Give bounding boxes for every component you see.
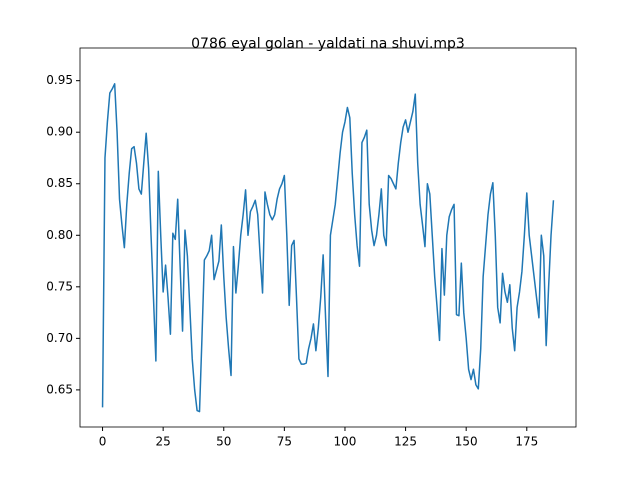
x-tick-label: 125 bbox=[394, 435, 417, 449]
data-line bbox=[101, 83, 555, 413]
y-tick-label: 0.65 bbox=[46, 382, 73, 396]
y-tick-label: 0.80 bbox=[46, 228, 73, 242]
x-tick-label: 25 bbox=[156, 435, 171, 449]
x-tick-label: 150 bbox=[455, 435, 478, 449]
y-tick-label: 0.85 bbox=[46, 176, 73, 190]
x-tick-label: 75 bbox=[277, 435, 292, 449]
x-tick-label: 0 bbox=[99, 435, 107, 449]
x-tick-label: 175 bbox=[515, 435, 538, 449]
chart-title: 0786 eyal golan - yaldati na shuvi.mp3 bbox=[191, 36, 465, 52]
x-tick-label: 50 bbox=[216, 435, 231, 449]
plot-frame bbox=[79, 47, 577, 428]
x-tick-label: 100 bbox=[334, 435, 357, 449]
y-tick-label: 0.70 bbox=[46, 331, 73, 345]
y-tick-label: 0.75 bbox=[46, 279, 73, 293]
y-tick-label: 0.95 bbox=[46, 73, 73, 87]
y-tick-label: 0.90 bbox=[46, 125, 73, 139]
